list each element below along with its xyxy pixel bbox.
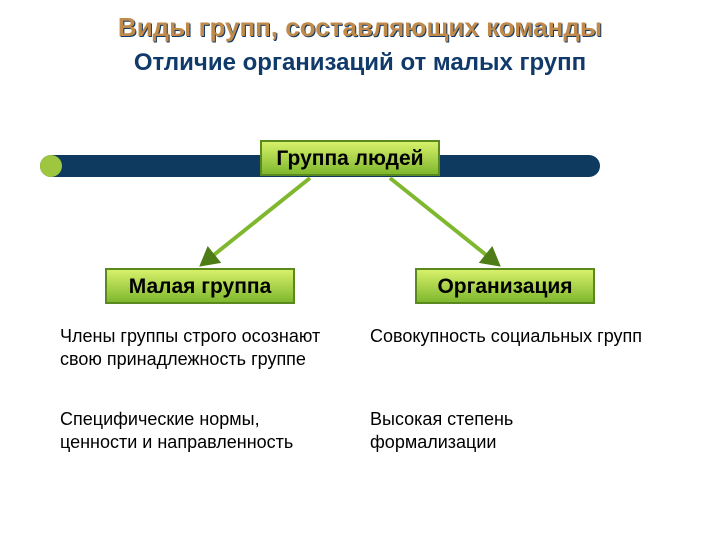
root-label: Группа людей xyxy=(276,147,423,170)
subtitle-text: Отличие организаций от малых групп xyxy=(134,49,586,76)
child-label-left: Малая группа xyxy=(129,275,272,298)
child-node-left: Малая группа xyxy=(105,268,295,304)
desc-right-1-text: Совокупность социальных групп xyxy=(370,326,642,346)
desc-left-2: Специфические нормы, ценности и направле… xyxy=(60,408,340,455)
desc-left-1-text: Члены группы строго осознают свою принад… xyxy=(60,326,320,369)
child-node-right: Организация xyxy=(415,268,595,304)
root-node: Группа людей xyxy=(260,140,440,176)
desc-right-1: Совокупность социальных групп xyxy=(370,325,650,348)
child-label-right: Организация xyxy=(437,275,572,298)
desc-right-2: Высокая степень формализации xyxy=(370,408,610,455)
desc-left-1: Члены группы строго осознают свою принад… xyxy=(60,325,330,372)
title-text: Виды групп, составляющих команды xyxy=(118,12,602,42)
page-title: Виды групп, составляющих команды xyxy=(0,0,720,43)
page-subtitle: Отличие организаций от малых групп xyxy=(0,49,720,77)
desc-left-2-text: Специфические нормы, ценности и направле… xyxy=(60,409,293,452)
desc-right-2-text: Высокая степень формализации xyxy=(370,409,513,452)
decor-dot xyxy=(40,155,62,177)
